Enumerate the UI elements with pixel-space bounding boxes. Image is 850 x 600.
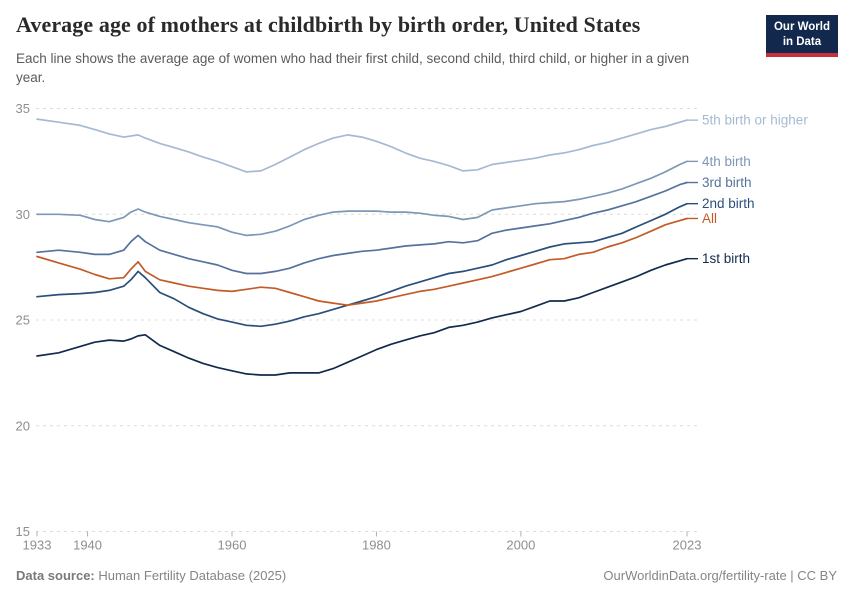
owid-logo-line2: in Data xyxy=(782,35,822,48)
x-axis-label-1940: 1940 xyxy=(73,538,102,553)
data-source: Data source: Human Fertility Database (2… xyxy=(16,568,286,583)
y-axis-label-35: 35 xyxy=(16,101,30,116)
page-title: Average age of mothers at childbirth by … xyxy=(16,12,641,37)
legend-label-1st-birth[interactable]: 1st birth xyxy=(702,251,750,266)
data-source-label: Data source: xyxy=(16,568,95,583)
series-line-1st-birth xyxy=(36,257,688,376)
chart-footer: Data source: Human Fertility Database (2… xyxy=(16,568,837,583)
legend-label-all[interactable]: All xyxy=(702,211,717,226)
legend-label-3rd-birth[interactable]: 3rd birth xyxy=(702,175,752,190)
owid-logo-line1: Our World xyxy=(773,21,830,33)
x-axis-label-1960: 1960 xyxy=(218,538,247,553)
attribution-link[interactable]: OurWorldinData.org/fertility-rate | CC B… xyxy=(603,568,837,583)
x-axis-label-2000: 2000 xyxy=(506,538,535,553)
series-line-3rd-birth xyxy=(36,181,688,275)
line-chart-canvas: 15 20 25 30 35 1933 1940 1960 1980 2000 2023 5th bi… xyxy=(16,101,809,553)
legend-label-5th-birth-or-higher[interactable]: 5th birth or higher xyxy=(702,113,808,128)
x-axis-label-2023: 2023 xyxy=(673,538,702,553)
legend-label-2nd-birth[interactable]: 2nd birth xyxy=(702,196,755,211)
series-line-5th-birth-or-higher xyxy=(36,118,688,173)
legend-label-4th-birth[interactable]: 4th birth xyxy=(702,154,751,169)
series-line-4th-birth xyxy=(36,160,688,237)
x-axis-label-1933: 1933 xyxy=(23,538,52,553)
y-axis-label-25: 25 xyxy=(16,313,30,328)
series-line-2nd-birth xyxy=(36,202,688,328)
series-line-all xyxy=(36,217,688,307)
data-source-value: Human Fertility Database (2025) xyxy=(94,568,287,583)
y-axis-label-30: 30 xyxy=(16,207,30,222)
y-axis-label-15: 15 xyxy=(16,524,30,539)
chart-subtitle: Each line shows the average age of women… xyxy=(16,51,690,85)
y-axis-label-20: 20 xyxy=(16,418,30,433)
x-axis-label-1980: 1980 xyxy=(362,538,391,553)
owid-logo[interactable]: Our World in Data xyxy=(765,15,838,57)
